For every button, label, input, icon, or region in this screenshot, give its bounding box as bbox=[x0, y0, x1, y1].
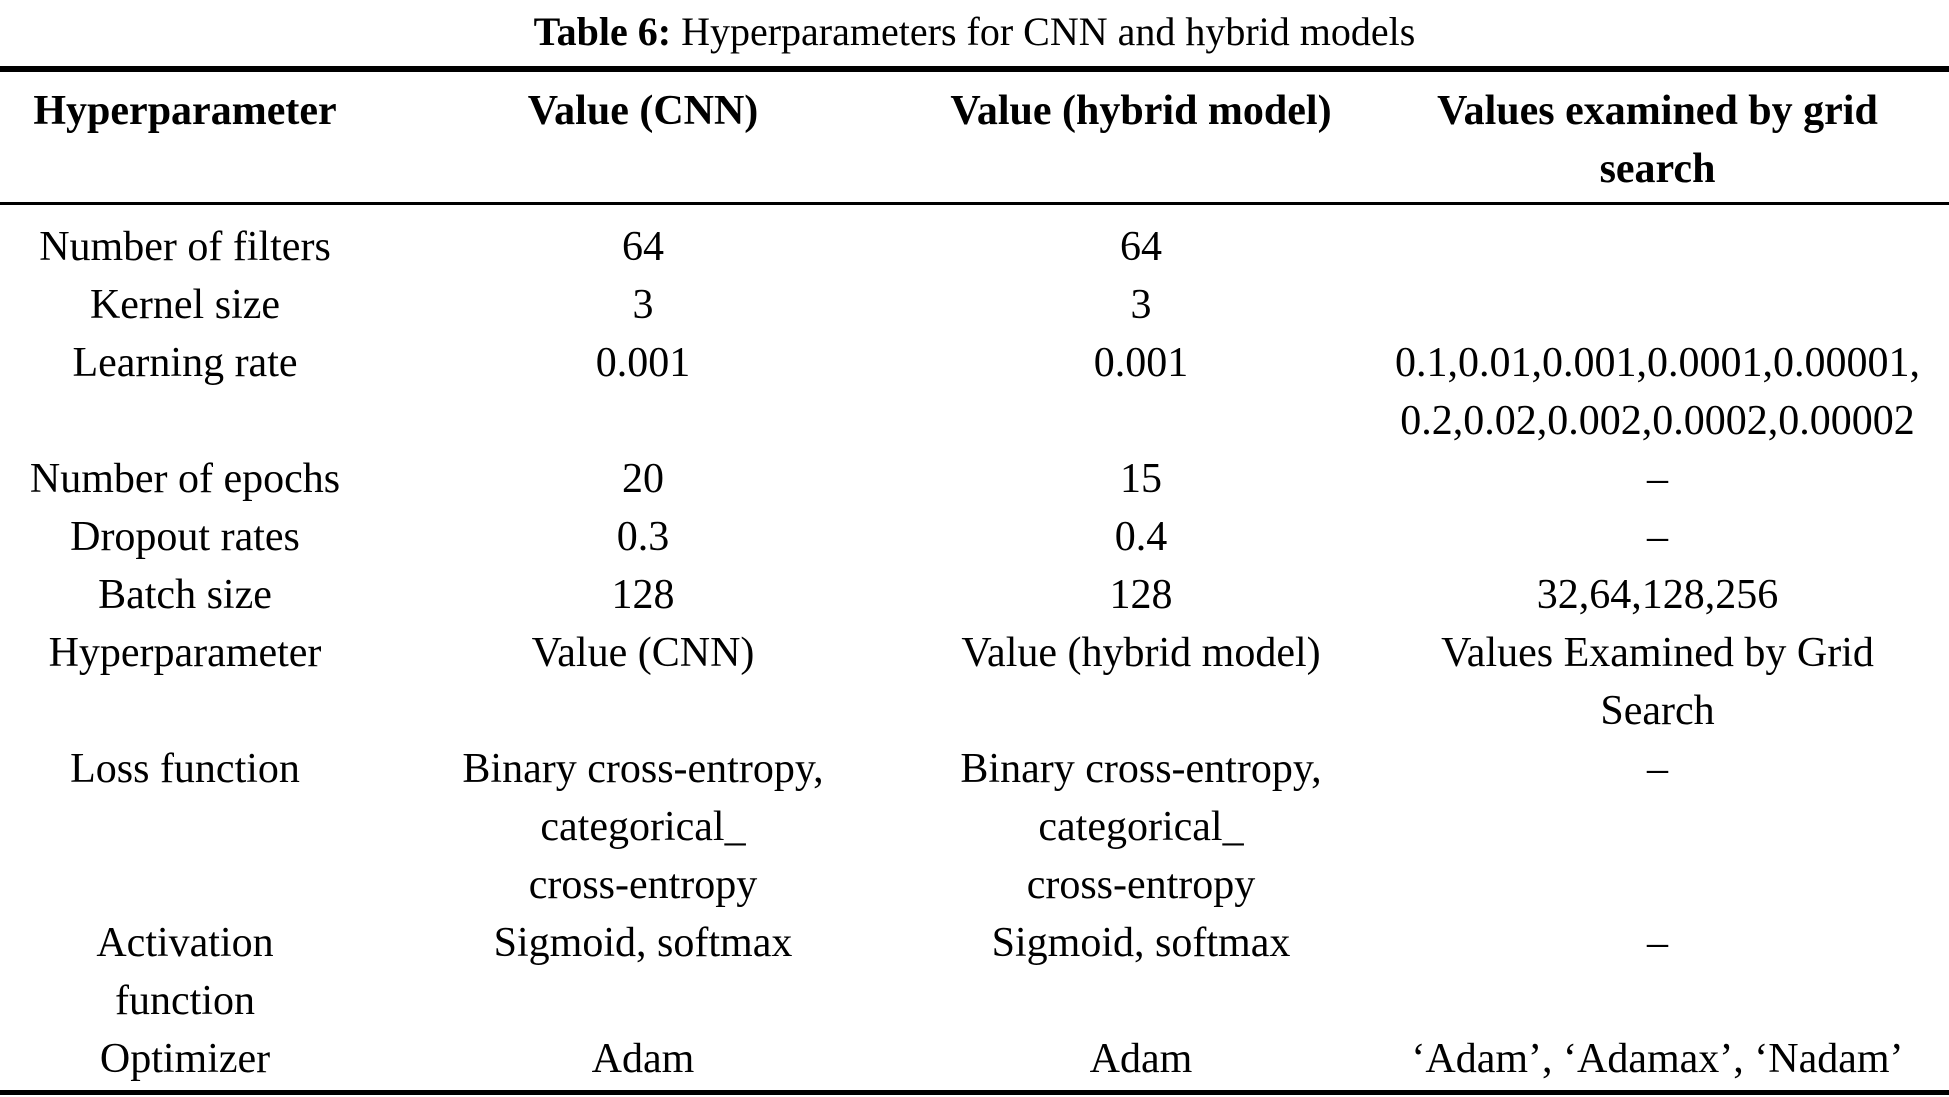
table-cell: – bbox=[1647, 514, 1668, 560]
table-cell: 128 bbox=[1109, 572, 1173, 618]
header-row: Hyperparameter Value (CNN) Value (hybrid m… bbox=[0, 69, 1949, 205]
table-cell: Binary cross-entropy, categorical_ cross… bbox=[960, 746, 1322, 908]
table-cell: 0.3 bbox=[616, 514, 670, 560]
table-row: Batch size 128 128 32,64,128,256 bbox=[0, 566, 1949, 624]
table-cell: Value (CNN) bbox=[531, 630, 755, 676]
table-row: Loss function Binary cross-entropy, categ… bbox=[0, 740, 1949, 914]
column-header: Values examined by grid search bbox=[1366, 69, 1949, 205]
table-cell: ‘Adam’, ‘Adamax’, ‘Nadam’ bbox=[1411, 1036, 1904, 1082]
table-cell: 3 bbox=[1130, 282, 1152, 328]
table-cell: – bbox=[1647, 920, 1668, 966]
table-cell: Hyperparameter bbox=[48, 630, 322, 676]
table-cell: Batch size bbox=[98, 572, 272, 618]
table-cell: 64 bbox=[1120, 224, 1162, 270]
table-row: Activation function Sigmoid, softmax Sigmo… bbox=[0, 914, 1949, 1030]
table-row: Number of epochs 20 15 – bbox=[0, 450, 1949, 508]
table-cell: Values Examined by Grid Search bbox=[1441, 630, 1874, 734]
column-header: Value (hybrid model) bbox=[916, 69, 1366, 205]
table-caption-text: Hyperparameters for CNN and hybrid model… bbox=[681, 9, 1416, 54]
table-cell bbox=[1366, 204, 1949, 277]
table-cell: 0.001 bbox=[595, 340, 691, 386]
table-cell: 20 bbox=[622, 456, 664, 502]
table-cell: Dropout rates bbox=[70, 514, 300, 560]
table-row: Hyperparameter Value (CNN) Value (hybrid m… bbox=[0, 624, 1949, 740]
table-cell: Optimizer bbox=[99, 1036, 271, 1082]
table-cell: Number of filters bbox=[39, 224, 331, 270]
table-row: Kernel size 3 3 bbox=[0, 276, 1949, 334]
table-cell: 0.4 bbox=[1114, 514, 1168, 560]
table-cell: 128 bbox=[611, 572, 675, 618]
table-cell: – bbox=[1647, 746, 1668, 792]
column-header: Hyperparameter bbox=[0, 69, 370, 205]
table-cell: Binary cross-entropy, categorical_ cross… bbox=[462, 746, 824, 908]
table-cell: Sigmoid, softmax bbox=[493, 920, 793, 966]
table-cell: Value (hybrid model) bbox=[961, 630, 1321, 676]
table-cell: 64 bbox=[622, 224, 664, 270]
table-cell: Adam bbox=[1089, 1036, 1193, 1082]
table-cell: Kernel size bbox=[89, 282, 281, 328]
table-body: Number of filters 64 64 Kernel size 3 3 Learni… bbox=[0, 204, 1949, 1093]
table-cell: Adam bbox=[591, 1036, 695, 1082]
table-row: Learning rate 0.001 0.001 0.1,0.01,0.001,0.… bbox=[0, 334, 1949, 450]
table-cell: Activation function bbox=[96, 920, 274, 1024]
table-row: Number of filters 64 64 bbox=[0, 204, 1949, 277]
table-cell bbox=[1366, 276, 1949, 334]
table-cell: Learning rate bbox=[72, 340, 298, 386]
table-header: Hyperparameter Value (CNN) Value (hybrid m… bbox=[0, 69, 1949, 205]
table-caption-label: Table 6: bbox=[533, 9, 672, 54]
table-cell: 0.1,0.01,0.001,0.0001,0.00001, 0.2,0.02,… bbox=[1395, 340, 1920, 444]
table-cell: – bbox=[1647, 456, 1668, 502]
table-cell: 15 bbox=[1120, 456, 1162, 502]
table-caption: Table 6: Hyperparameters for CNN and hybr… bbox=[0, 0, 1949, 66]
table-cell: 32,64,128,256 bbox=[1536, 572, 1779, 618]
table-row: Optimizer Adam Adam ‘Adam’, ‘Adamax’, ‘Nada… bbox=[0, 1030, 1949, 1093]
table-cell: Sigmoid, softmax bbox=[991, 920, 1291, 966]
table-cell: 3 bbox=[632, 282, 654, 328]
hyperparameters-table: Hyperparameter Value (CNN) Value (hybrid m… bbox=[0, 66, 1949, 1095]
table-cell: Number of epochs bbox=[29, 456, 341, 502]
table-cell: 0.001 bbox=[1093, 340, 1189, 386]
table-row: Dropout rates 0.3 0.4 – bbox=[0, 508, 1949, 566]
table-cell: Loss function bbox=[70, 746, 300, 792]
column-header: Value (CNN) bbox=[370, 69, 916, 205]
